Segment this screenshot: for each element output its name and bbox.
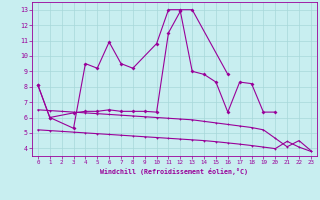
X-axis label: Windchill (Refroidissement éolien,°C): Windchill (Refroidissement éolien,°C) [100,168,248,175]
